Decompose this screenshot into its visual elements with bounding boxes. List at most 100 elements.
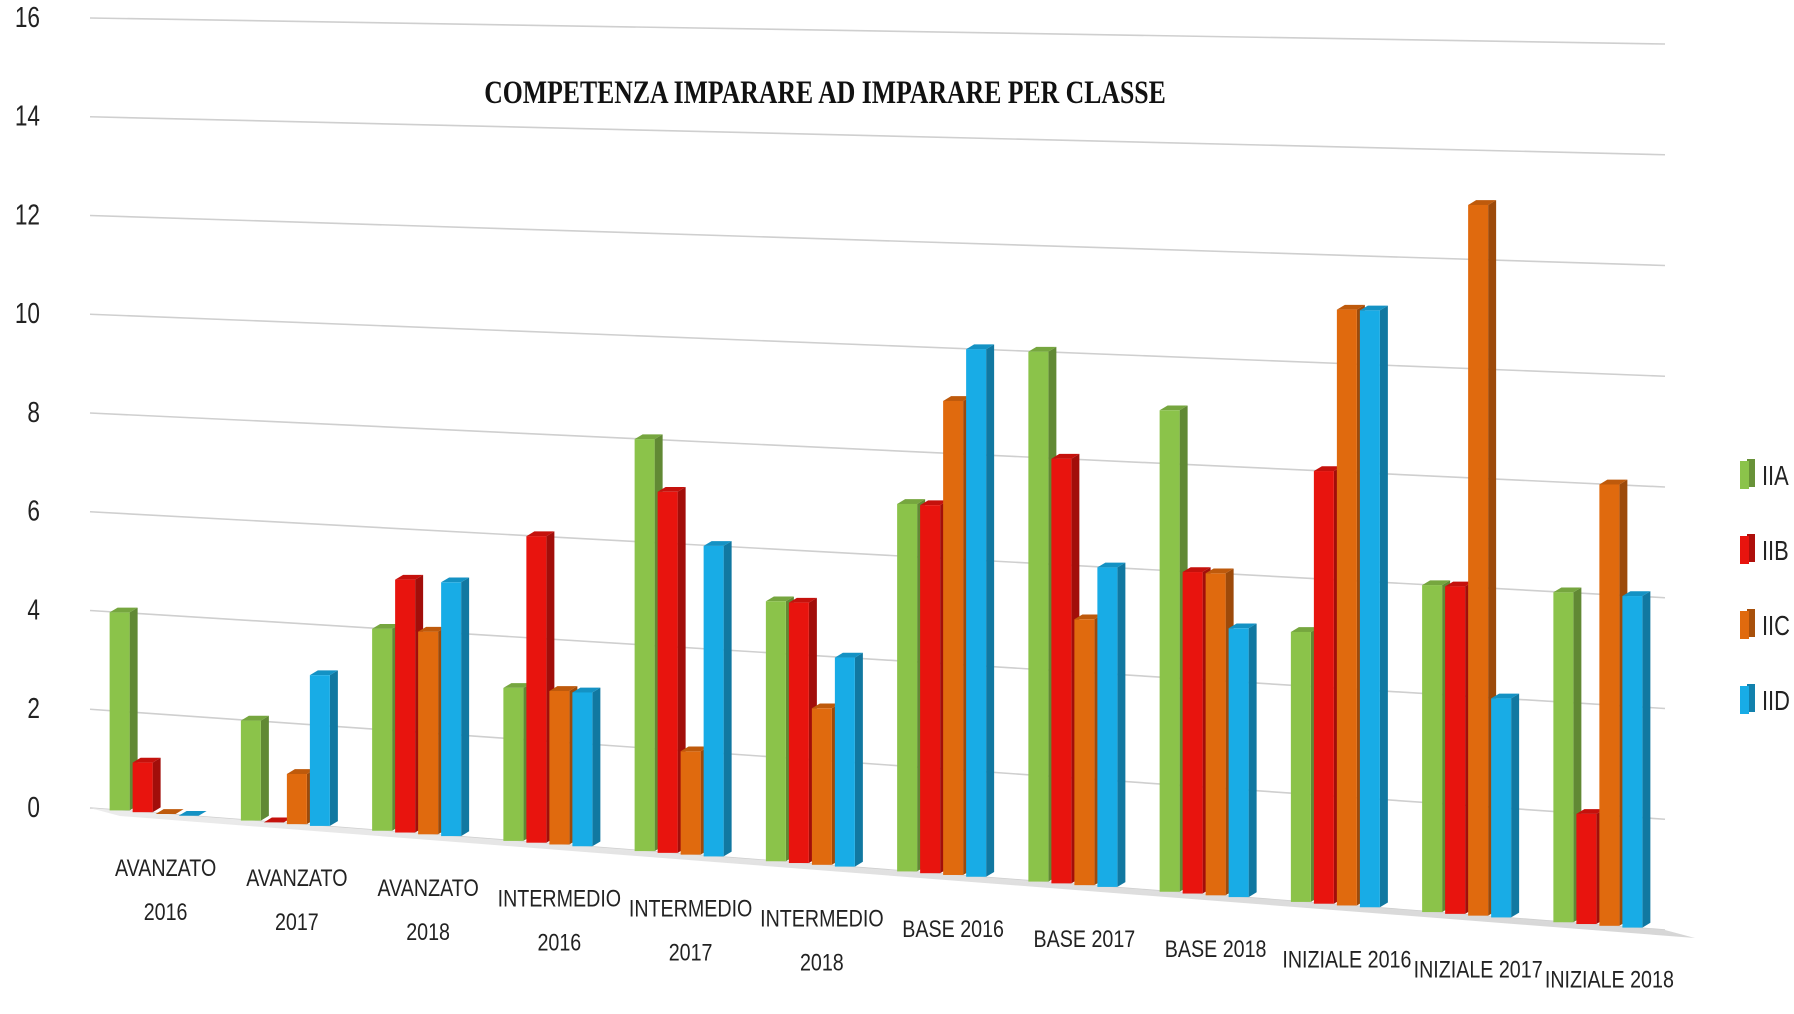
x-axis-labels: AVANZATO 2016 AVANZATO 2017 AVANZATO 2018 INTE… xyxy=(115,854,1674,993)
bar-top xyxy=(811,703,840,709)
bar-top xyxy=(109,607,138,613)
bar-top xyxy=(1336,304,1365,310)
y-tick-label: 4 xyxy=(27,593,40,626)
bar-front xyxy=(703,545,724,857)
bar-front xyxy=(132,762,153,813)
bar-front xyxy=(1359,310,1380,908)
bar-front xyxy=(1028,351,1049,882)
x-tick-label: INTERMEDIO xyxy=(629,895,753,922)
x-tick-label: AVANZATO xyxy=(115,854,216,881)
bar-top xyxy=(788,597,817,603)
bar-top xyxy=(1205,568,1234,574)
bar-iid xyxy=(178,810,207,816)
bar-top xyxy=(572,687,601,693)
legend-swatch-side xyxy=(1747,684,1755,712)
bar-front xyxy=(1468,204,1489,916)
bar-top xyxy=(1182,567,1211,573)
x-tick-label: BASE 2018 xyxy=(1165,935,1267,962)
bar-top xyxy=(1028,346,1057,352)
bar-front xyxy=(526,536,547,843)
bar-iib xyxy=(526,531,555,843)
y-tick-label: 2 xyxy=(27,691,40,724)
bar-front xyxy=(680,751,701,855)
bar-top xyxy=(657,486,686,492)
bar-front xyxy=(109,612,130,811)
bar-iid xyxy=(1097,562,1126,887)
bar-side xyxy=(723,541,732,857)
floor-plane xyxy=(90,808,1695,938)
gridlines xyxy=(89,17,1666,931)
bar-front xyxy=(372,628,393,831)
bar-front xyxy=(1553,592,1574,923)
bar-front xyxy=(572,692,593,847)
x-tick-label: BASE 2016 xyxy=(902,915,1004,942)
bar-side xyxy=(1642,591,1651,928)
bar-top xyxy=(263,817,292,823)
bar-front xyxy=(897,503,918,872)
bar-front xyxy=(1159,410,1180,892)
bar-iic xyxy=(1468,200,1497,916)
legend-item-iia: IIA xyxy=(1740,459,1789,492)
bar-front xyxy=(1182,572,1203,894)
legend: IIA IIB IIC IID xyxy=(1740,459,1790,717)
legend-swatch xyxy=(1740,461,1749,489)
y-axis-ticks: 0 2 4 6 8 10 12 14 16 xyxy=(15,0,40,823)
y-tick-label: 8 xyxy=(27,395,40,428)
bar-front xyxy=(1336,309,1357,906)
bar-side xyxy=(1379,305,1388,908)
bar-iid xyxy=(572,687,601,847)
bar-front xyxy=(1051,458,1072,884)
bar-side xyxy=(461,577,470,837)
bar-top xyxy=(240,715,269,721)
bar-front xyxy=(657,491,678,853)
bar-side xyxy=(1117,562,1126,887)
bar-iid xyxy=(1228,623,1257,898)
gridline xyxy=(89,708,1666,821)
x-tick-label: INTERMEDIO xyxy=(498,884,622,911)
bar-side xyxy=(986,344,995,877)
bar-front xyxy=(1097,567,1118,887)
x-tick-label: 2018 xyxy=(406,918,450,945)
bar-top xyxy=(503,683,532,688)
legend-label: IIC xyxy=(1762,610,1790,641)
bar-top xyxy=(634,434,663,440)
bar-top xyxy=(178,810,207,816)
bar-top xyxy=(703,541,732,546)
bar-front xyxy=(1205,573,1226,896)
bar-front xyxy=(788,602,809,864)
x-tick-label: INIZIALE 2018 xyxy=(1545,966,1674,993)
x-tick-label: 2018 xyxy=(800,949,844,976)
gridline xyxy=(89,214,1666,267)
x-tick-label: INIZIALE 2016 xyxy=(1282,945,1411,972)
bar-top xyxy=(1228,623,1257,629)
bar-front xyxy=(943,400,964,875)
bar-top xyxy=(1313,466,1342,472)
bar-top xyxy=(1422,580,1451,586)
bar-top xyxy=(286,769,315,774)
bar-top xyxy=(372,623,401,629)
bar-front xyxy=(966,349,987,877)
bar-top xyxy=(309,670,338,676)
bar-front xyxy=(811,708,832,865)
bar-top xyxy=(1290,627,1319,632)
legend-label: IID xyxy=(1762,685,1790,716)
bar-front xyxy=(503,687,524,841)
x-tick-label: AVANZATO xyxy=(246,864,347,891)
bar-iid xyxy=(834,652,863,867)
bar-top xyxy=(441,577,470,583)
x-tick-label: 2017 xyxy=(275,908,319,935)
legend-swatch xyxy=(1740,686,1749,714)
legend-swatch-side xyxy=(1747,609,1755,637)
gridline xyxy=(89,412,1666,488)
gridline xyxy=(89,609,1666,710)
bar-top xyxy=(1074,614,1103,620)
bar-top xyxy=(1491,693,1520,699)
legend-swatch xyxy=(1740,611,1749,639)
gridline xyxy=(89,17,1666,45)
bar-iia xyxy=(240,715,269,821)
bar-front xyxy=(1622,596,1643,928)
bar-top xyxy=(765,596,794,602)
bar-front xyxy=(240,720,261,821)
bar-iib xyxy=(132,757,161,813)
